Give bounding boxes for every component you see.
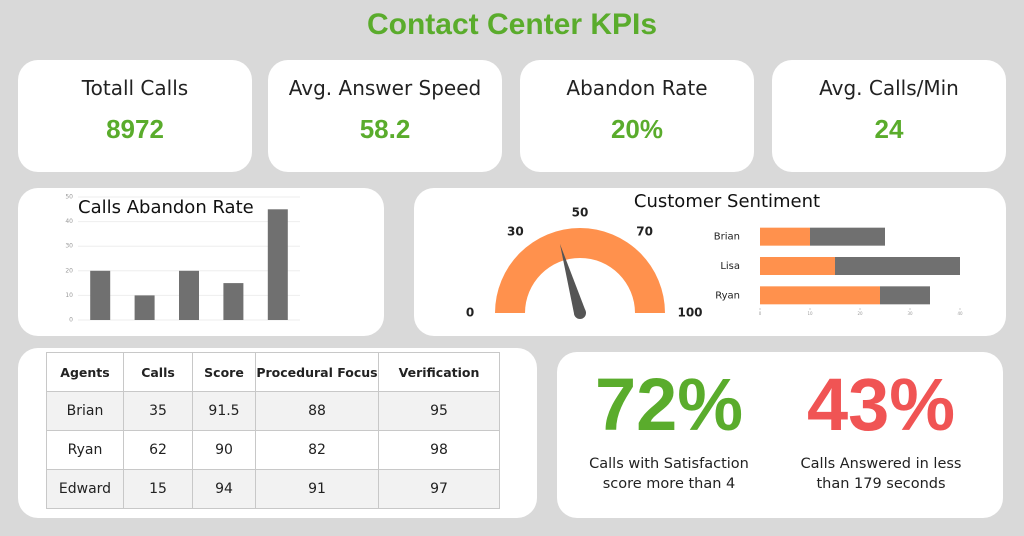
stat-caption: Calls with Satisfaction score more than … [589, 456, 749, 492]
table-cell: 90 [192, 430, 256, 470]
y-tick-label: 10 [65, 292, 73, 299]
y-tick-label: Lisa [720, 261, 740, 272]
gauge-needle [559, 243, 586, 315]
table-cell: Ryan [46, 430, 124, 470]
column-header: Calls [123, 352, 193, 392]
gauge-tick-label: 0 [466, 306, 474, 320]
gauge-tick-label: 100 [677, 306, 702, 320]
gauge-tick-label: 50 [572, 206, 589, 220]
kpi-card: Avg. Calls/Min 24 [772, 60, 1006, 172]
chart-card [18, 188, 384, 336]
table-cell: Edward [46, 469, 124, 509]
bar-segment [760, 227, 810, 246]
kpi-label: Avg. Calls/Min [819, 76, 959, 100]
kpi-value: 58.2 [359, 114, 411, 144]
bar [134, 295, 155, 320]
chart-title: Calls Abandon Rate [78, 197, 254, 218]
kpi-value: 20% [610, 114, 664, 144]
table-row: Brian 35 91.5 88 95 [46, 391, 500, 431]
table-header-row: Agents Calls Score Procedural Focus Verifica… [46, 352, 500, 392]
table-row: Edward 15 94 91 97 [46, 469, 500, 509]
agents-table: Agents Calls Score Procedural Focus Verifica… [46, 352, 500, 509]
column-header: Score [192, 352, 256, 392]
y-tick-label: Brian [714, 232, 740, 243]
gauge-arc [495, 228, 665, 313]
x-tick-label: 10 [807, 311, 813, 316]
table-cell: 88 [255, 391, 379, 431]
kpi-label: Avg. Answer Speed [288, 76, 482, 100]
bar-segment [810, 227, 885, 246]
y-tick-label: 50 [65, 194, 73, 201]
x-tick-label: 20 [857, 311, 863, 316]
bar-segment [835, 257, 960, 275]
table-cell: 91 [255, 469, 379, 509]
bar-segment [760, 257, 835, 275]
table-cell: Brian [46, 391, 124, 431]
gauge-tick-label: 30 [507, 225, 524, 239]
kpi-label: Abandon Rate [566, 76, 708, 100]
needle-hub [574, 307, 586, 319]
table-cell: 98 [378, 430, 500, 470]
table-cell: 35 [123, 391, 193, 431]
table-cell: 82 [255, 430, 379, 470]
bar [267, 209, 288, 320]
x-tick-label: 30 [907, 311, 913, 316]
table-cell: 97 [378, 469, 500, 509]
table-row: Ryan 62 90 82 98 [46, 430, 500, 470]
stat-caption: Calls Answered in less than 179 seconds [800, 456, 962, 492]
table-cell: 62 [123, 430, 193, 470]
bar-segment [880, 286, 930, 305]
kpi-card: Avg. Answer Speed 58.2 [268, 60, 502, 172]
kpi-label: Totall Calls [81, 76, 189, 100]
column-header: Verification [378, 352, 500, 392]
x-tick-label: 0 [759, 311, 762, 316]
y-tick-label: 0 [69, 317, 73, 324]
bar-segment [760, 286, 880, 305]
y-tick-label: Ryan [715, 290, 740, 301]
kpi-card: Abandon Rate 20% [520, 60, 754, 172]
kpi-value: 24 [874, 114, 904, 144]
bar [179, 270, 199, 320]
column-header: Procedural Focus [255, 352, 379, 392]
y-tick-label: 40 [65, 218, 73, 225]
column-header: Agents [46, 352, 124, 392]
kpi-card: Totall Calls 8972 [18, 60, 252, 172]
page-title: Contact Center KPIs [366, 8, 658, 41]
table-cell: 91.5 [192, 391, 256, 431]
y-tick-label: 30 [65, 243, 73, 250]
y-tick-label: 20 [65, 267, 73, 274]
stat-value: 72% [594, 363, 744, 446]
chart-title: Customer Sentiment [634, 191, 820, 212]
stat-value: 43% [806, 363, 956, 446]
table-cell: 95 [378, 391, 500, 431]
kpi-value: 8972 [106, 114, 164, 144]
gauge-tick-label: 70 [636, 225, 653, 239]
x-tick-label: 40 [957, 311, 963, 316]
bar [90, 270, 111, 320]
bar [223, 283, 244, 320]
table-cell: 94 [192, 469, 256, 509]
stats-card [557, 352, 1003, 518]
table-cell: 15 [123, 469, 193, 509]
